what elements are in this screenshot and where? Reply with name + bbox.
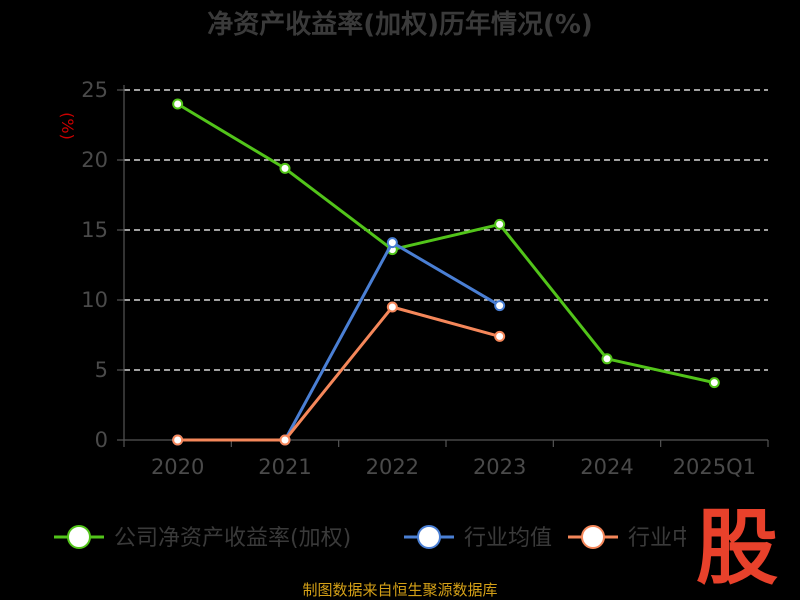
x-tick-label: 2022 [366,455,419,479]
y-tick-label: 25 [81,78,108,102]
series-line-2 [177,241,501,442]
y-axis-label: (%) [58,112,77,140]
logo-glyph: 股 [696,501,778,596]
logo-badge: 股 [686,496,800,600]
chart-title: 净资产收益率(加权)历年情况(%) [207,9,593,40]
x-tick-label: 2024 [580,455,633,479]
x-tick-label: 2021 [258,455,311,479]
series-1-point [601,353,613,365]
series-1-point [708,377,720,389]
series-3-point [386,301,398,313]
series-2-point [386,237,398,249]
series-2-point [494,300,506,312]
series-1-point [279,162,291,174]
gridlines [124,89,768,371]
series-1-point [494,218,506,230]
x-tick-label: 2025Q1 [673,455,756,479]
y-tick-label: 0 [95,428,108,452]
source-footer: 制图数据来自恒生聚源数据库 [302,581,497,599]
y-tick-label: 15 [81,218,108,242]
legend: 公司净资产收益率(加权) 行业均值 行业中位数 [54,525,738,551]
series-3-point [494,330,506,342]
series-1-point [172,98,184,110]
series-3-point [279,434,291,446]
x-tick-label: 2020 [151,455,204,479]
legend-swatch-marker [67,525,91,549]
logo-backdrop [686,496,800,600]
y-tick-label: 10 [81,288,108,312]
legend-swatch-marker [417,525,441,549]
legend-label: 行业均值 [464,526,552,551]
y-tick-label: 20 [81,148,108,172]
legend-label: 公司净资产收益率(加权) [114,526,351,551]
axes: 0 5 10 15 20 25 2020 2021 2022 2023 2024 2025Q1 [81,78,769,479]
x-tick-label: 2023 [473,455,526,479]
legend-swatch-marker [581,525,605,549]
y-tick-label: 5 [95,358,108,382]
series-line-3 [177,305,501,442]
series-group [172,98,720,446]
series-3-point [172,434,184,446]
series-line-1 [176,102,715,385]
